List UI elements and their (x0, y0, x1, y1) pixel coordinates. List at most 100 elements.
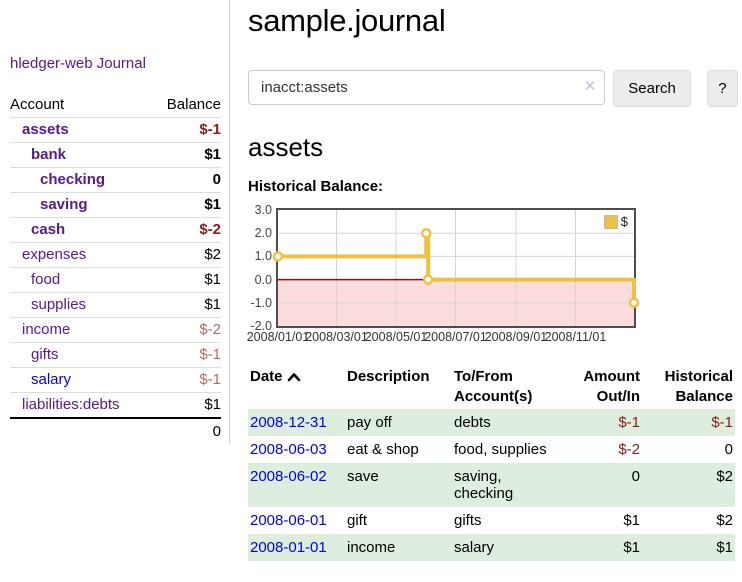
account-link-supplies[interactable]: supplies (31, 296, 87, 313)
transaction-amount: 0 (580, 463, 642, 507)
legend-label: $ (620, 214, 628, 229)
transaction-accounts: food, supplies (454, 441, 547, 458)
accounts-header-row: Account Balance (10, 93, 221, 118)
account-link-assets[interactable]: assets (22, 121, 69, 138)
transaction-balance: $1 (642, 534, 735, 561)
account-balance: $1 (151, 192, 221, 218)
balance-column-header: Historical Balance (664, 368, 733, 405)
transaction-description: save (345, 463, 452, 507)
tofrom-column-header: To/From Account(s) (454, 368, 533, 405)
account-row-saving: saving $1 (10, 192, 221, 218)
sort-ascending-icon (287, 368, 301, 388)
account-balance: 0 (151, 167, 221, 193)
transaction-balance: $-1 (642, 409, 735, 436)
account-column-header: Account (10, 93, 152, 118)
account-row-bank: bank $1 (10, 142, 221, 168)
x-axis-tick-label: 2008/01/01 (246, 330, 310, 344)
y-axis-tick-label: -2.0 (250, 319, 272, 333)
accounts-balance-table: Account Balance assets $-1 bank $1 check… (10, 93, 221, 444)
transaction-accounts: debts (452, 409, 580, 436)
x-axis-tick-label: 2008/09/01 (484, 330, 548, 344)
data-point-marker (421, 227, 432, 239)
account-balance: $-1 (151, 117, 221, 143)
register-row: 2008-06-02 save saving, checking 0 $2 (248, 463, 735, 507)
transaction-amount: $-1 (580, 409, 642, 436)
x-axis-tick-label: 2008/07/01 (424, 330, 487, 344)
search-input[interactable] (248, 70, 606, 105)
account-link-liabilities-debts[interactable]: liabilities:debts (22, 396, 120, 413)
transaction-accounts: gifts (454, 512, 482, 529)
data-point-marker (272, 251, 284, 262)
account-row-gifts: gifts $-1 (10, 342, 221, 368)
transaction-description: gift (347, 512, 368, 529)
account-row-liabilities-debts: liabilities:debts $1 (10, 392, 221, 419)
transaction-date-link[interactable]: 2008-01-01 (250, 539, 327, 556)
account-link-cash[interactable]: cash (31, 221, 66, 238)
transaction-description: income (345, 534, 452, 561)
account-row-assets: assets $-1 (10, 117, 221, 143)
account-balance: $1 (151, 292, 221, 318)
account-link-saving[interactable]: saving (40, 196, 88, 213)
account-link-food[interactable]: food (31, 271, 61, 288)
transaction-amount: $-2 (618, 441, 640, 458)
chart-legend: $ (601, 213, 630, 230)
account-row-checking: checking 0 (10, 167, 221, 193)
data-point-marker (628, 297, 640, 309)
y-axis-tick-label: 0.0 (254, 272, 272, 287)
main-content: sample.journal ✕ Search ? assets Histori… (247, 0, 738, 561)
register-table: Date Description To/From Account(s) Amou… (248, 365, 735, 561)
chart-plot-area: $ (272, 208, 640, 328)
register-row: 2008-06-03 eat & shop food, supplies $-2… (248, 436, 735, 463)
account-row-food: food $1 (10, 267, 221, 293)
transaction-balance: $2 (642, 463, 735, 507)
transaction-amount: $1 (580, 534, 642, 561)
date-column-header: Date (248, 365, 345, 409)
legend-swatch-icon (603, 214, 618, 229)
x-axis-tick-label: 2008/05/01 (364, 330, 428, 344)
transaction-date-link[interactable]: 2008-06-02 (250, 468, 327, 485)
account-link-income[interactable]: income (22, 321, 71, 338)
transaction-accounts: salary (452, 534, 580, 561)
account-balance: $1 (151, 142, 221, 168)
accounts-total-row: 0 (10, 417, 221, 444)
description-column-header: Description (347, 368, 430, 385)
register-row: 2008-01-01 income salary $1 $1 (248, 534, 735, 561)
account-balance: $1 (151, 267, 221, 293)
account-link-bank[interactable]: bank (31, 146, 67, 163)
transaction-balance: $2 (716, 512, 733, 529)
register-row: 2008-06-01 gift gifts $1 $2 (248, 507, 735, 534)
accounts-total-value: 0 (151, 417, 221, 444)
y-axis-tick-label: 3.0 (254, 203, 272, 217)
help-button[interactable]: ? (706, 70, 738, 107)
account-heading: assets (248, 132, 324, 162)
transaction-description: pay off (345, 409, 452, 436)
account-balance: $-1 (151, 367, 221, 393)
transaction-date-link[interactable]: 2008-06-01 (250, 512, 327, 529)
account-balance: $1 (151, 392, 221, 419)
app-title-link[interactable]: hledger-web (10, 55, 93, 72)
search-input-wrap: ✕ (248, 70, 606, 107)
clear-search-icon[interactable]: ✕ (583, 78, 597, 95)
y-axis-tick-label: 2.0 (254, 226, 272, 241)
account-row-expenses: expenses $2 (10, 242, 221, 268)
account-link-expenses[interactable]: expenses (22, 246, 87, 263)
account-link-checking[interactable]: checking (40, 171, 106, 188)
account-link-gifts[interactable]: gifts (31, 346, 59, 363)
account-row-supplies: supplies $1 (10, 292, 221, 318)
amount-column-header: Amount Out/In (583, 368, 640, 405)
y-axis-tick-label: -1.0 (250, 295, 272, 310)
page-title: sample.journal (248, 3, 446, 38)
account-link-salary[interactable]: salary (31, 371, 72, 388)
account-balance: $-1 (151, 342, 221, 368)
chart-canvas (272, 210, 640, 326)
transaction-date-link[interactable]: 2008-06-03 (250, 441, 327, 458)
data-point-marker (422, 274, 434, 285)
account-row-cash: cash $-2 (10, 217, 221, 243)
transaction-date-link[interactable]: 2008-12-31 (250, 414, 327, 431)
transaction-accounts: saving, checking (452, 463, 580, 507)
spacer (10, 417, 152, 444)
account-balance: $-2 (151, 317, 221, 343)
x-axis-tick-label: 2008/11/01 (544, 330, 607, 344)
sidebar-item-journal[interactable]: Journal (96, 55, 146, 72)
search-button[interactable]: Search (613, 70, 691, 107)
